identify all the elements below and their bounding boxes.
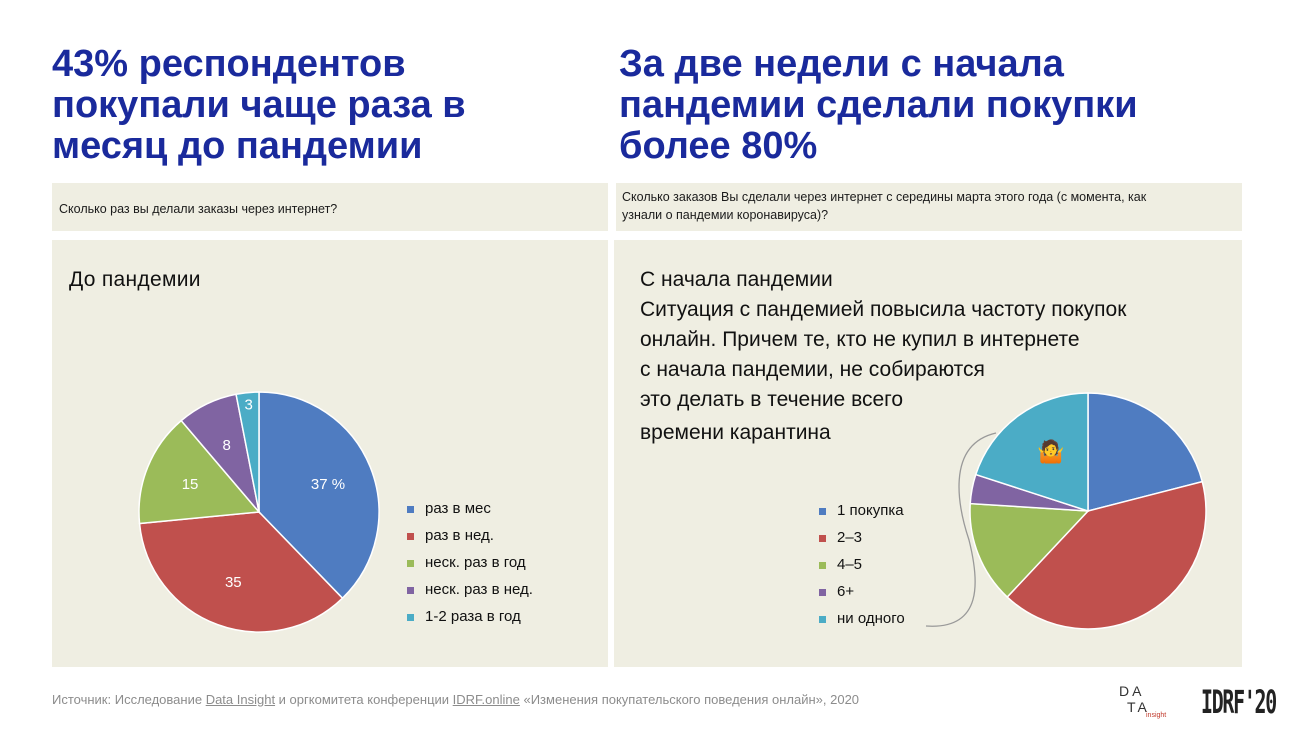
legend-swatch xyxy=(407,533,414,540)
question-left-text: Сколько раз вы делали заказы через интер… xyxy=(59,202,338,216)
pie-slice xyxy=(258,391,380,600)
legend-label: 1-2 раза в год xyxy=(425,608,521,625)
note-line: это делать в течение всего xyxy=(640,388,904,411)
logo-row: TA xyxy=(1127,699,1150,715)
headline-left-line: покупали чаще раза в xyxy=(52,84,466,126)
pie-data-label: 15 xyxy=(182,476,199,493)
headline-right-line: За две недели с начала xyxy=(619,43,1064,85)
legend-label: неск. раз в год xyxy=(425,554,526,571)
legend-label: 1 покупка xyxy=(837,502,904,519)
legend-label: раз в мес xyxy=(425,500,491,517)
pie-chart-left: 37 % 35 15 8 3 xyxy=(138,391,380,633)
connector-curve xyxy=(925,432,997,627)
pie-slice xyxy=(138,419,261,525)
legend-swatch xyxy=(819,508,826,515)
question-right-line: узнали о пандемии коронавируса)? xyxy=(622,208,829,222)
pie-slice xyxy=(1006,480,1207,630)
chart-panel-left: До пандемии 37 % 35 15 8 3 раз в мес раз в не… xyxy=(52,240,608,667)
headline-right-line: пандемии сделали покупки xyxy=(619,84,1138,126)
pie-slice xyxy=(1087,392,1204,512)
legend-swatch xyxy=(407,560,414,567)
headline-left-line: месяц до пандемии xyxy=(52,125,423,167)
legend-swatch xyxy=(819,616,826,623)
logo-row: DA xyxy=(1119,683,1145,699)
note-line: Ситуация с пандемией повысила частоту по… xyxy=(640,298,1127,321)
legend-swatch xyxy=(819,535,826,542)
chart-title-right: С начала пандемии xyxy=(640,268,833,291)
question-right-line: Сколько заказов Вы сделали через интерне… xyxy=(622,190,1147,204)
pie-slice xyxy=(969,502,1090,599)
footer-prefix: Источник: Исследование xyxy=(52,692,206,707)
pie-data-label: 35 xyxy=(225,574,242,591)
logo-insight: insight xyxy=(1146,712,1167,719)
headline-right: За две недели с начала пандемии сделали … xyxy=(619,44,1259,167)
legend-swatch xyxy=(819,562,826,569)
headline-left: 43% респондентов покупали чаще раза в ме… xyxy=(52,44,592,167)
headline-right-line: более 80% xyxy=(619,125,818,167)
pie-data-label: 37 % xyxy=(311,476,345,493)
pie-data-label: 3 xyxy=(244,396,252,413)
source-footer: Источник: Исследование Data Insight и ор… xyxy=(52,692,859,707)
idrf-link[interactable]: IDRF.online xyxy=(452,692,520,707)
legend-label: неск. раз в нед. xyxy=(425,581,533,598)
headline-left-line: 43% респондентов xyxy=(52,43,406,85)
legend-label: 6+ xyxy=(837,583,855,600)
pie-slice xyxy=(138,511,344,633)
pie-chart-right xyxy=(969,392,1207,630)
pie-data-label: 8 xyxy=(223,437,231,454)
chart-panel-right: С начала пандемии Ситуация с пандемией п… xyxy=(614,240,1242,667)
legend-swatch xyxy=(407,587,414,594)
legend-swatch xyxy=(407,506,414,513)
pie-slice xyxy=(974,392,1089,513)
legend-label: раз в нед. xyxy=(425,527,494,544)
chart-title-left: До пандемии xyxy=(69,268,201,291)
note-line: времени карантина xyxy=(640,421,831,444)
legend-swatch xyxy=(819,589,826,596)
shrug-emoji-icon: 🤷 xyxy=(1037,439,1065,464)
question-right: Сколько заказов Вы сделали через интерне… xyxy=(616,183,1242,231)
data-insight-link[interactable]: Data Insight xyxy=(205,692,276,707)
legend-label: ни одного xyxy=(837,610,905,627)
data-insight-logo: DA TA insight xyxy=(1119,683,1169,723)
question-left: Сколько раз вы делали заказы через интер… xyxy=(52,183,608,231)
note-line: онлайн. Причем те, кто не купил в интерн… xyxy=(640,328,1080,351)
pie-slice xyxy=(235,391,260,513)
footer-middle: и оргкомитета конференции xyxy=(275,692,453,707)
legend-swatch xyxy=(407,614,414,621)
legend-label: 2–3 xyxy=(837,529,863,546)
note-line: с начала пандемии, не собираются xyxy=(640,358,985,381)
footer-suffix: «Изменения покупательского поведения онл… xyxy=(519,692,860,707)
idrf-logo: IDRF'20 xyxy=(1201,683,1277,721)
legend-label: 4–5 xyxy=(837,556,863,573)
